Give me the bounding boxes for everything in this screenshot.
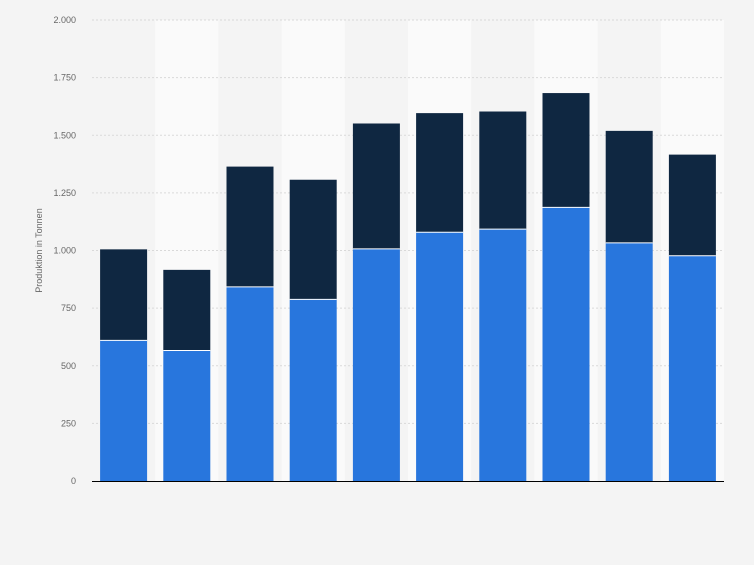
bar-segment-lower[interactable] (416, 232, 464, 481)
bar-segment-upper[interactable] (289, 179, 337, 300)
bar-segment-upper[interactable] (163, 269, 211, 351)
y-tick-label: 1.750 (53, 73, 76, 83)
y-tick-label: 500 (61, 361, 76, 371)
bar-segment-lower[interactable] (289, 299, 337, 481)
bar-segment-upper[interactable] (416, 113, 464, 233)
y-tick-label: 750 (61, 303, 76, 313)
bar-segment-upper[interactable] (100, 249, 148, 341)
bar-segment-lower[interactable] (479, 229, 527, 481)
bar-segment-lower[interactable] (542, 207, 590, 482)
bar-segment-lower[interactable] (226, 286, 274, 481)
y-tick-label: 250 (61, 418, 76, 428)
y-tick-label: 2.000 (53, 15, 76, 25)
bar-segment-lower[interactable] (352, 248, 400, 481)
bar-segment-lower[interactable] (100, 340, 148, 481)
bar-segment-lower[interactable] (605, 242, 653, 481)
y-axis-label: Produktion in Tonnen (34, 208, 44, 292)
bar-segment-upper[interactable] (605, 130, 653, 243)
bar-segment-upper[interactable] (226, 166, 274, 287)
bar-segment-upper[interactable] (668, 154, 716, 256)
y-tick-label: 0 (71, 476, 76, 486)
bar-segment-upper[interactable] (479, 111, 527, 230)
y-tick-label: 1.250 (53, 188, 76, 198)
bar-segment-upper[interactable] (352, 123, 400, 249)
y-tick-label: 1.000 (53, 246, 76, 256)
y-tick-label: 1.500 (53, 130, 76, 140)
bar-segment-lower[interactable] (668, 255, 716, 481)
bars (100, 93, 716, 482)
bar-segment-lower[interactable] (163, 350, 211, 481)
bar-segment-upper[interactable] (542, 93, 590, 208)
y-axis-ticks: 0 250 500 750 1.000 1.250 1.500 1.750 2.000 (53, 15, 76, 486)
